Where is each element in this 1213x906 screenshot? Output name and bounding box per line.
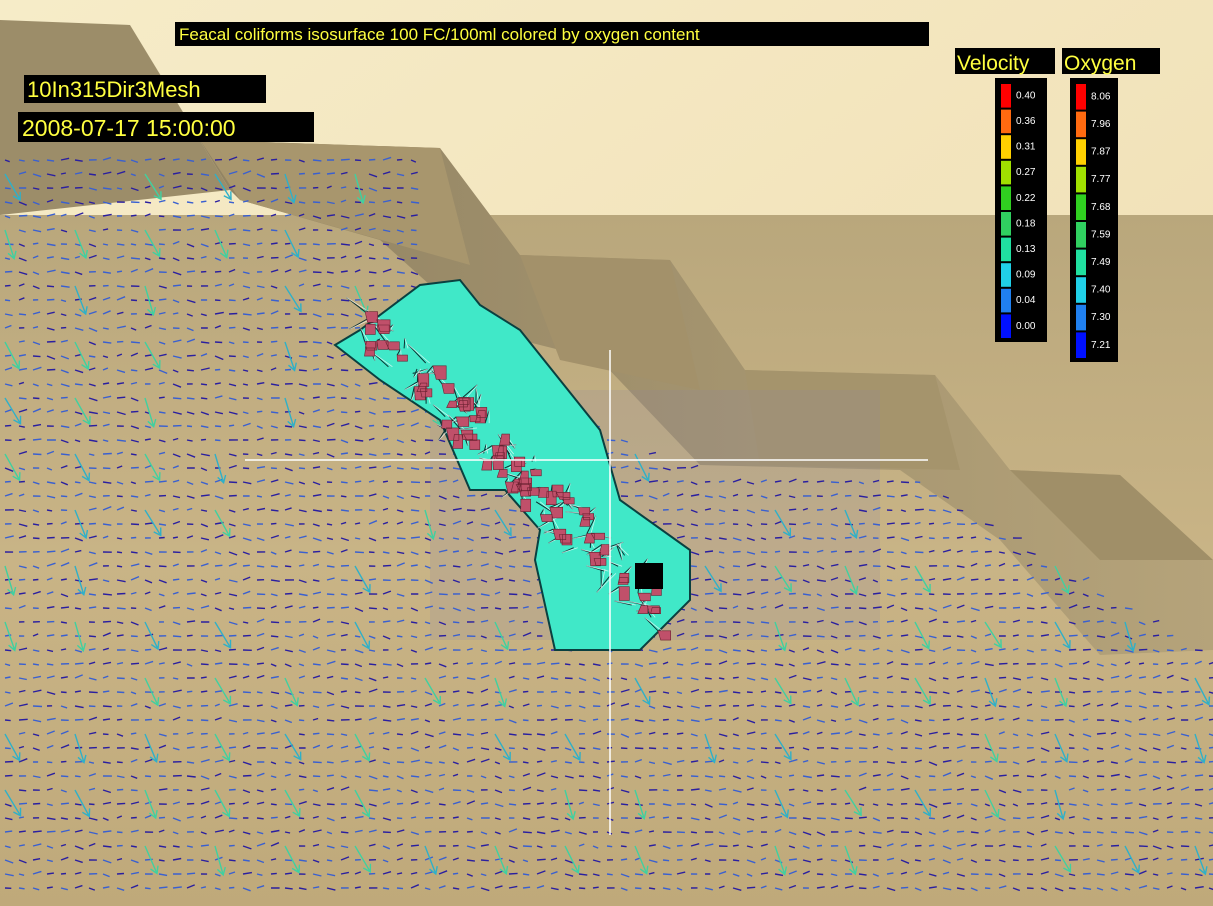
legend-swatch	[1001, 109, 1011, 134]
legend-swatch	[1076, 139, 1086, 165]
legend-swatch	[1076, 111, 1086, 138]
legend-label: 0.04	[1016, 295, 1036, 306]
legend-swatch	[1076, 166, 1086, 193]
legend-label: 0.00	[1016, 321, 1036, 332]
legend-swatch	[1001, 84, 1011, 108]
bank-step	[745, 370, 960, 470]
time-bg	[18, 112, 314, 142]
bank-step	[1010, 470, 1213, 560]
title: Feacal coliforms isosurface 100 FC/100ml…	[179, 25, 700, 44]
legend-swatch	[1076, 249, 1086, 276]
legend-label: 7.77	[1091, 174, 1111, 185]
legend-title-bg	[1062, 48, 1160, 74]
legend-label: 7.49	[1091, 257, 1111, 268]
legend-label: 0.27	[1016, 167, 1036, 178]
legend-label: 0.31	[1016, 142, 1036, 153]
legend-swatch	[1001, 263, 1011, 287]
legend-swatch	[1076, 277, 1086, 303]
oxygen-patches	[364, 311, 671, 641]
legends: Velocity 0.40 0.36 0.31 0.27 0.22 0.18 0.13 0.09…	[955, 48, 1160, 362]
isosurface-detail	[345, 297, 671, 641]
legend-title: Velocity	[957, 52, 1030, 75]
arrow-group	[4, 156, 1213, 892]
legend-label: 7.40	[1091, 285, 1111, 296]
legend-swatch	[1076, 84, 1086, 110]
legend-swatch	[1076, 304, 1086, 331]
legend-label: 0.36	[1016, 116, 1036, 127]
legend-label: 0.13	[1016, 244, 1036, 255]
legend-label: 8.06	[1091, 91, 1111, 102]
legend-swatch	[1076, 222, 1086, 248]
legend-swatch	[1001, 135, 1011, 159]
legend-title-bg	[955, 48, 1055, 74]
source-marker	[635, 563, 663, 589]
legend-swatch	[1001, 237, 1011, 262]
legend-swatch	[1001, 288, 1011, 313]
bank-step	[200, 140, 470, 265]
legend-swatch	[1001, 186, 1011, 210]
legend-swatch	[1001, 160, 1011, 185]
arrow-group	[4, 156, 1213, 892]
legend-title: Oxygen	[1064, 52, 1136, 75]
legend-swatch	[1001, 314, 1011, 338]
legend-swatch	[1076, 332, 1086, 358]
timestamp: 2008-07-17 15:00:00	[22, 115, 236, 141]
legend-label: 7.30	[1091, 312, 1111, 323]
legend-swatch	[1001, 212, 1011, 236]
legend-label: 7.21	[1091, 340, 1111, 351]
run-name: 10In315Dir3Mesh	[27, 77, 201, 102]
legend-label: 0.40	[1016, 90, 1036, 101]
legend-label: 7.68	[1091, 202, 1111, 213]
legend-label: 0.18	[1016, 218, 1036, 229]
legend-label: 0.22	[1016, 193, 1036, 204]
legend-label: 7.59	[1091, 229, 1111, 240]
bank-step	[520, 255, 700, 390]
legend-label: 0.09	[1016, 270, 1036, 281]
legend-label: 7.96	[1091, 119, 1111, 130]
title-bg	[175, 22, 929, 46]
arrow-group	[4, 173, 1072, 877]
run-bg	[24, 75, 266, 103]
legend-swatch	[1076, 194, 1086, 220]
legend-label: 7.87	[1091, 147, 1111, 158]
